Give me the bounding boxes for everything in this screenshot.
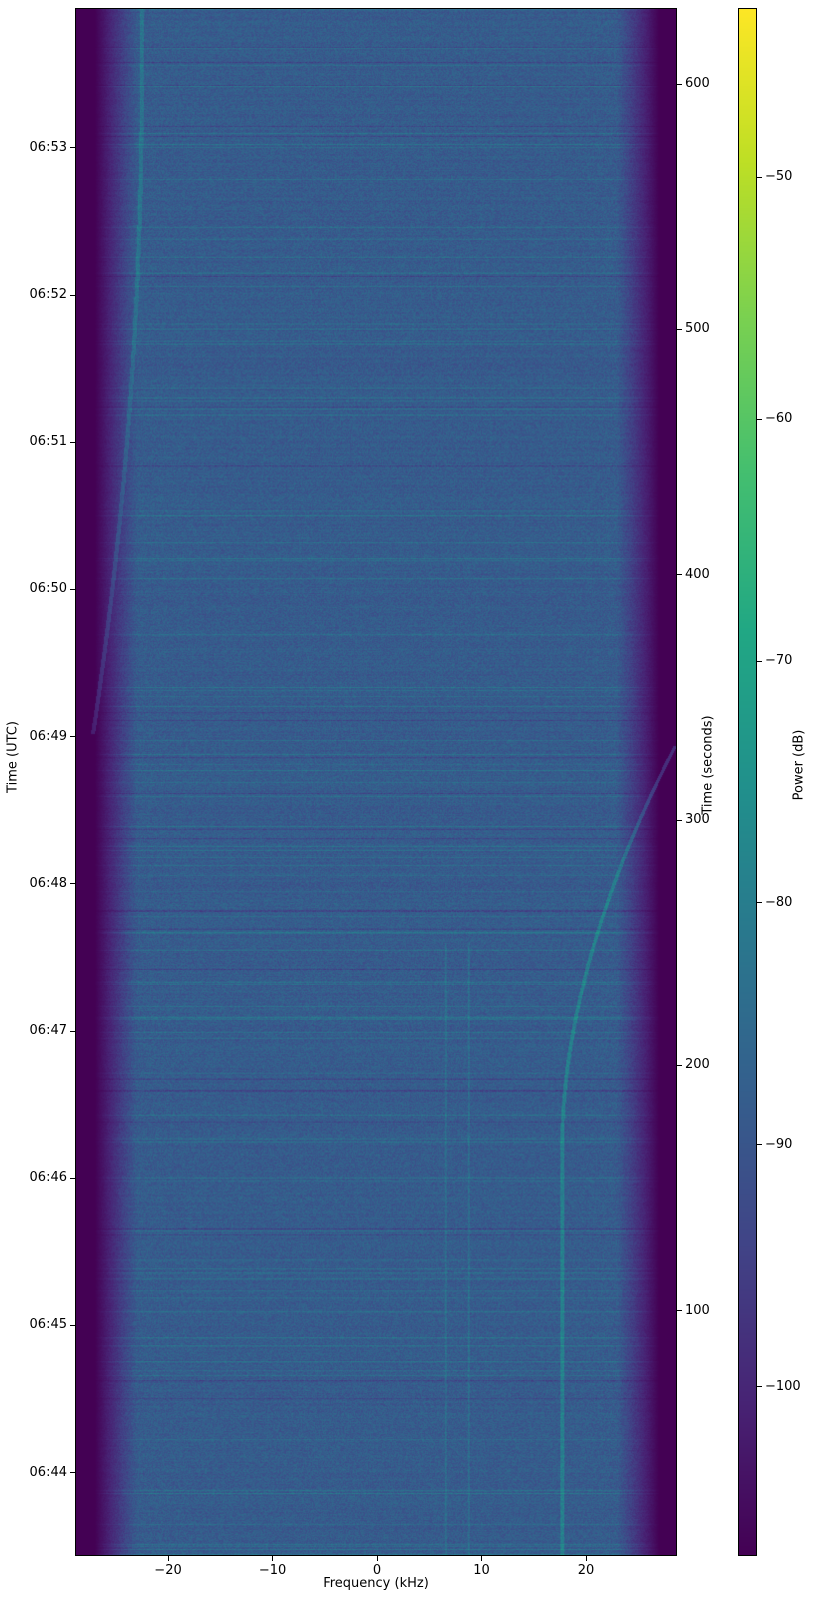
colorbar-tick-label: −60: [765, 411, 793, 427]
y-right-tick: [677, 83, 682, 85]
y-left-tick: [70, 1030, 75, 1032]
y-left-tick-label: 06:49: [29, 728, 67, 744]
x-tick-label: 20: [577, 1563, 595, 1578]
y-left-tick-label: 06:52: [29, 287, 67, 303]
y-left-tick-label: 06:51: [29, 434, 67, 450]
y-left-tick-label: 06:45: [29, 1317, 67, 1333]
colorbar-tick-label: −70: [765, 653, 793, 669]
y-left-tick-label: 06:44: [29, 1464, 67, 1480]
y-right-tick-label: 200: [685, 1057, 710, 1073]
y-right-tick: [677, 328, 682, 330]
colorbar-tick-label: −90: [765, 1136, 793, 1152]
y-left-tick: [70, 1324, 75, 1326]
y-left-tick: [70, 1177, 75, 1179]
y-right-tick: [677, 1310, 682, 1312]
colorbar-label: Power (dB): [791, 729, 807, 801]
y-left-tick-label: 06:48: [29, 875, 67, 891]
y-right-tick-label: 300: [685, 812, 710, 828]
y-left-tick: [70, 883, 75, 885]
y-left-tick-label: 06:46: [29, 1170, 67, 1186]
y-right-tick-label: 500: [685, 321, 710, 337]
y-left-tick-label: 06:47: [29, 1023, 67, 1038]
colorbar-tick-label: −50: [765, 169, 793, 185]
y-right-tick: [677, 574, 682, 576]
x-tick-label: 10: [473, 1563, 490, 1578]
x-tick-label: −20: [154, 1563, 182, 1578]
colorbar-tick: [757, 176, 762, 178]
colorbar-tick: [757, 1386, 762, 1388]
colorbar-gradient: [739, 9, 756, 1555]
colorbar-tick: [757, 902, 762, 904]
y-left-tick-label: 06:53: [29, 139, 67, 155]
y-axis-left-label: Time (UTC): [5, 721, 21, 793]
colorbar-tick: [757, 418, 762, 420]
colorbar: [738, 8, 757, 1556]
y-left-tick: [70, 294, 75, 296]
colorbar-tick-label: −100: [765, 1378, 801, 1394]
spectrogram-image: [76, 9, 676, 1555]
x-tick: [167, 1556, 169, 1561]
y-right-tick: [677, 1064, 682, 1066]
x-axis-label: Frequency (kHz): [323, 1576, 429, 1591]
x-tick-label: −10: [258, 1563, 287, 1578]
y-left-tick: [70, 441, 75, 443]
y-left-tick: [70, 147, 75, 149]
y-axis-right-label: Time (seconds): [700, 715, 716, 815]
x-tick: [376, 1556, 378, 1561]
x-tick: [585, 1556, 587, 1561]
x-tick: [481, 1556, 483, 1561]
x-tick: [272, 1556, 274, 1561]
y-right-tick: [677, 819, 682, 821]
x-tick-label: 0: [372, 1563, 382, 1578]
colorbar-tick: [757, 660, 762, 662]
y-left-tick: [70, 588, 75, 590]
y-right-tick-label: 600: [685, 76, 710, 92]
colorbar-tick: [757, 1144, 762, 1146]
spectrogram-plot: [75, 8, 677, 1556]
y-left-tick-label: 06:50: [29, 581, 67, 597]
colorbar-tick-label: −80: [765, 894, 793, 910]
y-right-tick-label: 100: [685, 1302, 710, 1318]
y-left-tick: [70, 736, 75, 738]
y-right-tick-label: 400: [685, 566, 710, 582]
y-left-tick: [70, 1472, 75, 1474]
